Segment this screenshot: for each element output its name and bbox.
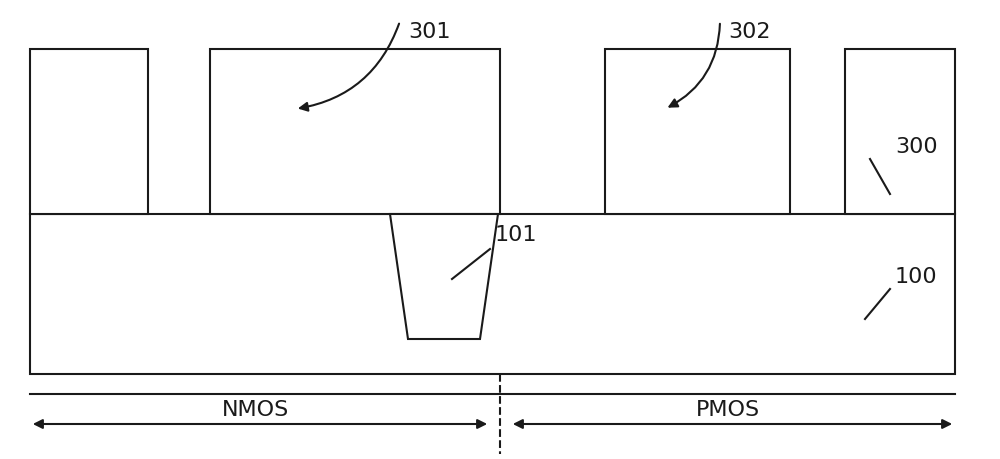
Bar <box>30 214 955 374</box>
Text: 302: 302 <box>728 22 770 42</box>
Bar <box>30 50 148 214</box>
Text: 300: 300 <box>895 137 938 157</box>
Bar <box>605 50 790 214</box>
Polygon shape <box>390 214 498 339</box>
Bar <box>845 50 955 214</box>
Text: PMOS: PMOS <box>696 399 760 419</box>
Text: 301: 301 <box>408 22 451 42</box>
Text: 100: 100 <box>895 266 938 286</box>
Bar <box>210 50 500 214</box>
Text: NMOS: NMOS <box>221 399 289 419</box>
Text: 101: 101 <box>495 224 538 245</box>
